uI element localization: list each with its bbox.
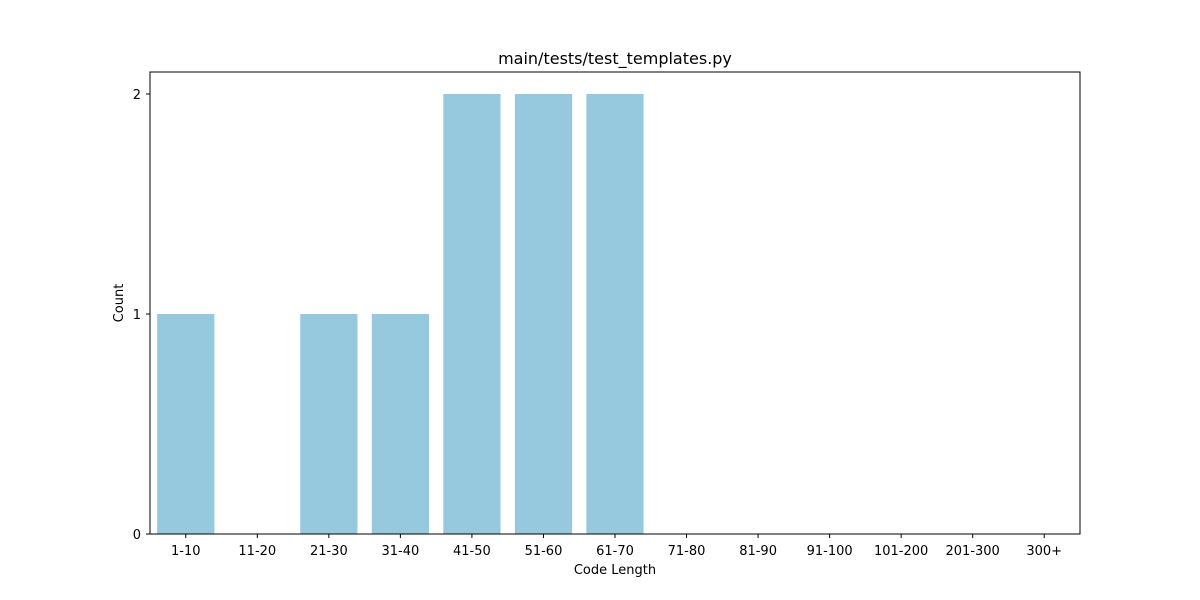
x-tick-label: 61-70 [596,544,634,559]
x-tick-label: 41-50 [453,544,491,559]
x-tick-label: 21-30 [310,544,348,559]
x-tick-label: 31-40 [381,544,419,559]
bar-51-60 [514,94,573,534]
bar-61-70 [586,94,644,534]
chart-title: main/tests/test_templates.py [498,49,732,69]
y-axis: 0 1 2 [133,88,150,543]
x-tick-label: 300+ [1026,544,1062,559]
x-axis-label: Code Length [574,563,656,578]
y-axis-label: Count [112,284,127,323]
x-tick-label: 11-20 [238,544,276,559]
x-tick-label: 81-90 [739,544,777,559]
x-axis: 1-10 11-20 21-30 31-40 41-50 51-60 61-70 71-80 8… [171,534,1062,559]
x-tick-label: 201-300 [946,544,1000,559]
bar-21-30 [300,314,358,534]
x-tick-label: 51-60 [525,544,563,559]
x-tick-label: 91-100 [807,544,853,559]
bar-1-10 [157,314,215,534]
y-tick-label: 0 [133,528,141,543]
bars-layer [157,94,644,534]
y-tick-label: 2 [133,88,141,103]
x-tick-label: 1-10 [171,544,201,559]
bar-41-50 [443,94,501,534]
x-tick-label: 101-200 [874,544,928,559]
bar-31-40 [371,314,429,534]
y-tick-label: 1 [133,308,141,323]
x-tick-label: 71-80 [668,544,706,559]
